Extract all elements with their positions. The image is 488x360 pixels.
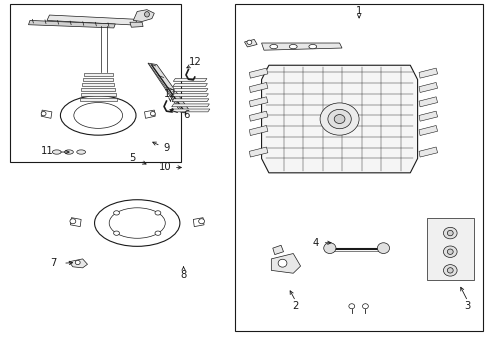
Polygon shape [173, 84, 207, 86]
Polygon shape [173, 78, 206, 81]
Polygon shape [172, 99, 208, 102]
Polygon shape [272, 245, 283, 255]
Polygon shape [261, 65, 417, 173]
Ellipse shape [443, 227, 456, 239]
Polygon shape [249, 126, 267, 135]
Polygon shape [28, 21, 115, 28]
Ellipse shape [278, 259, 286, 267]
Text: 7: 7 [50, 258, 57, 268]
Text: 1: 1 [355, 6, 362, 17]
Ellipse shape [77, 150, 85, 154]
Polygon shape [249, 111, 267, 121]
Text: 9: 9 [163, 143, 169, 153]
Ellipse shape [70, 219, 76, 224]
Polygon shape [130, 22, 143, 27]
Ellipse shape [150, 112, 155, 116]
Polygon shape [418, 111, 437, 121]
Polygon shape [249, 147, 267, 157]
Polygon shape [244, 40, 257, 47]
Ellipse shape [447, 268, 452, 273]
Bar [10, 4, 181, 162]
Ellipse shape [52, 150, 61, 154]
Text: 8: 8 [180, 270, 186, 280]
Polygon shape [69, 259, 87, 268]
Ellipse shape [333, 114, 344, 123]
Polygon shape [171, 104, 209, 107]
Polygon shape [418, 126, 437, 135]
Polygon shape [148, 63, 189, 113]
Text: 6: 6 [183, 111, 189, 121]
Ellipse shape [246, 40, 251, 44]
Polygon shape [418, 68, 437, 78]
Ellipse shape [198, 219, 204, 224]
Ellipse shape [447, 230, 452, 236]
Ellipse shape [144, 12, 149, 17]
Text: 11: 11 [41, 146, 53, 156]
Ellipse shape [41, 112, 46, 116]
Polygon shape [172, 89, 207, 91]
Text: 2: 2 [292, 301, 298, 311]
Polygon shape [80, 98, 116, 101]
Bar [234, 4, 483, 330]
Ellipse shape [362, 304, 367, 309]
Ellipse shape [443, 265, 456, 276]
Ellipse shape [74, 103, 122, 129]
Ellipse shape [61, 96, 136, 135]
Ellipse shape [94, 200, 180, 246]
Polygon shape [82, 83, 114, 86]
Ellipse shape [348, 304, 354, 309]
Polygon shape [172, 94, 208, 96]
Polygon shape [81, 88, 115, 91]
Polygon shape [133, 10, 154, 22]
Polygon shape [83, 73, 112, 76]
Ellipse shape [323, 243, 335, 253]
Ellipse shape [377, 243, 389, 253]
Polygon shape [418, 97, 437, 107]
Text: 5: 5 [129, 153, 135, 163]
Polygon shape [418, 147, 437, 157]
Polygon shape [427, 218, 473, 280]
Ellipse shape [320, 103, 358, 135]
Polygon shape [81, 93, 116, 96]
Ellipse shape [75, 260, 80, 265]
Ellipse shape [155, 231, 161, 235]
Polygon shape [249, 97, 267, 107]
Text: 4: 4 [311, 238, 318, 248]
Ellipse shape [269, 44, 277, 49]
Polygon shape [261, 43, 341, 50]
Polygon shape [41, 110, 52, 118]
Ellipse shape [327, 109, 350, 129]
Polygon shape [83, 78, 113, 81]
Polygon shape [249, 82, 267, 93]
Polygon shape [144, 110, 155, 118]
Ellipse shape [109, 208, 165, 238]
Polygon shape [193, 218, 203, 226]
Ellipse shape [64, 150, 73, 154]
Polygon shape [70, 218, 81, 226]
Polygon shape [418, 82, 437, 93]
Text: 3: 3 [464, 301, 470, 311]
Polygon shape [171, 109, 209, 112]
Text: 12: 12 [163, 89, 176, 99]
Ellipse shape [289, 44, 297, 49]
Polygon shape [47, 15, 137, 25]
Text: 10: 10 [159, 162, 171, 172]
Polygon shape [271, 253, 300, 273]
Ellipse shape [155, 211, 161, 215]
Ellipse shape [113, 211, 119, 215]
Text: 12: 12 [188, 57, 201, 67]
Ellipse shape [308, 44, 316, 49]
Ellipse shape [443, 246, 456, 257]
Polygon shape [249, 68, 267, 78]
Ellipse shape [113, 231, 119, 235]
Ellipse shape [447, 249, 452, 255]
